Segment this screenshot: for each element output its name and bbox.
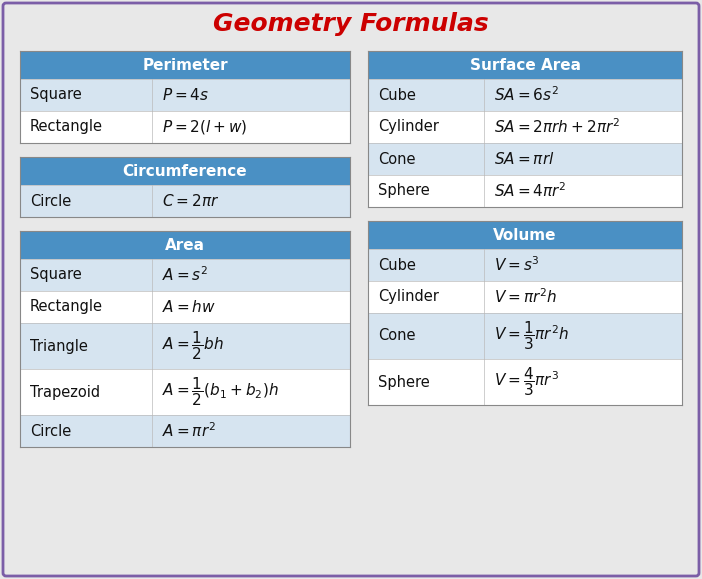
Bar <box>368 111 682 143</box>
Bar <box>20 231 350 259</box>
Bar <box>20 415 350 447</box>
Bar <box>368 313 682 359</box>
Text: $SA = 2\pi rh + 2\pi r^{2}$: $SA = 2\pi rh + 2\pi r^{2}$ <box>494 118 621 136</box>
Text: Geometry Formulas: Geometry Formulas <box>213 12 489 36</box>
Text: $SA = 6s^{2}$: $SA = 6s^{2}$ <box>494 86 559 104</box>
Text: Square: Square <box>30 87 81 102</box>
Text: Cube: Cube <box>378 87 416 102</box>
Text: Perimeter: Perimeter <box>143 57 228 72</box>
Bar <box>20 259 350 291</box>
Text: Cube: Cube <box>378 258 416 273</box>
Bar <box>368 143 682 175</box>
Bar <box>368 175 682 207</box>
Bar <box>20 323 350 369</box>
Bar <box>368 51 682 79</box>
Text: $P = 4s$: $P = 4s$ <box>162 87 209 103</box>
Text: Cylinder: Cylinder <box>378 290 439 305</box>
Text: Rectangle: Rectangle <box>30 299 103 314</box>
Text: Circumference: Circumference <box>123 163 247 178</box>
Bar <box>20 185 350 217</box>
Bar <box>20 111 350 143</box>
Text: Cylinder: Cylinder <box>378 119 439 134</box>
Text: Trapezoid: Trapezoid <box>30 384 100 400</box>
Text: $V = \dfrac{1}{3}\pi r^{2}h$: $V = \dfrac{1}{3}\pi r^{2}h$ <box>494 320 569 353</box>
Text: Sphere: Sphere <box>378 184 430 199</box>
Bar <box>20 291 350 323</box>
Bar <box>368 281 682 313</box>
Text: $A = \pi r^{2}$: $A = \pi r^{2}$ <box>162 422 216 441</box>
Text: $V = s^{3}$: $V = s^{3}$ <box>494 256 540 274</box>
Text: Area: Area <box>165 237 205 252</box>
Text: $V = \dfrac{4}{3}\pi r^{3}$: $V = \dfrac{4}{3}\pi r^{3}$ <box>494 365 559 398</box>
FancyBboxPatch shape <box>3 3 699 576</box>
Text: Circle: Circle <box>30 193 71 208</box>
Text: Cone: Cone <box>378 328 416 343</box>
Text: Surface Area: Surface Area <box>470 57 581 72</box>
Text: Triangle: Triangle <box>30 339 88 354</box>
Text: Square: Square <box>30 267 81 283</box>
Text: Volume: Volume <box>494 228 557 243</box>
Text: $C = 2\pi r$: $C = 2\pi r$ <box>162 193 219 209</box>
Text: $SA = 4\pi r^{2}$: $SA = 4\pi r^{2}$ <box>494 182 567 200</box>
Text: $P = 2(l+w)$: $P = 2(l+w)$ <box>162 118 248 136</box>
Text: Sphere: Sphere <box>378 375 430 390</box>
Bar <box>20 369 350 415</box>
Bar <box>20 157 350 185</box>
Bar <box>368 249 682 281</box>
Text: $A = hw$: $A = hw$ <box>162 299 216 315</box>
Text: Rectangle: Rectangle <box>30 119 103 134</box>
Text: $A = s^{2}$: $A = s^{2}$ <box>162 266 208 284</box>
Bar <box>20 51 350 79</box>
Bar <box>368 221 682 249</box>
Bar <box>368 79 682 111</box>
Text: $V = \pi r^{2}h$: $V = \pi r^{2}h$ <box>494 288 557 306</box>
Text: $A = \dfrac{1}{2}bh$: $A = \dfrac{1}{2}bh$ <box>162 329 224 362</box>
Text: Cone: Cone <box>378 152 416 167</box>
Text: Circle: Circle <box>30 423 71 438</box>
Bar <box>20 79 350 111</box>
Text: $A = \dfrac{1}{2}(b_{1}+b_{2})h$: $A = \dfrac{1}{2}(b_{1}+b_{2})h$ <box>162 376 279 408</box>
Text: $SA = \pi rl$: $SA = \pi rl$ <box>494 151 555 167</box>
Bar <box>368 359 682 405</box>
